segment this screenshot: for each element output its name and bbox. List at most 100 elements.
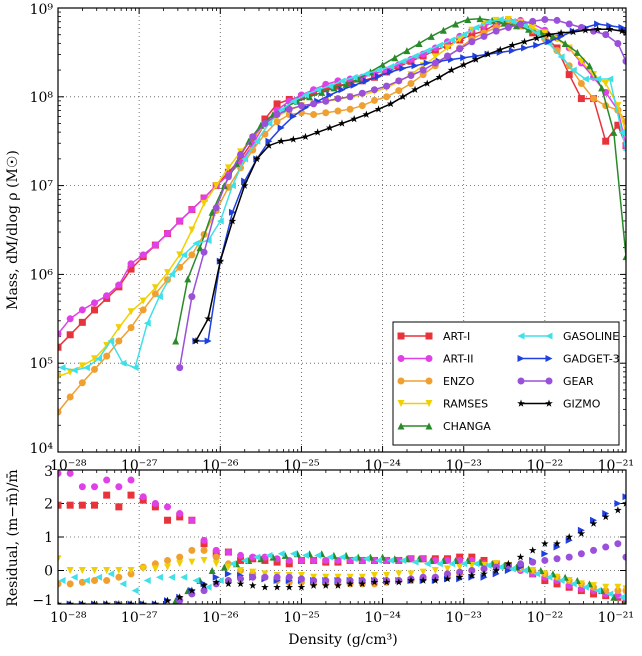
top-data-point-gear bbox=[622, 57, 626, 65]
top-data-point-gadget-3 bbox=[289, 112, 297, 120]
top-data-point-gasoline bbox=[581, 75, 589, 83]
bottom-data-point-changa bbox=[220, 563, 228, 571]
bottom-data-point-gasoline bbox=[82, 577, 90, 585]
top-data-point-art-i bbox=[237, 155, 245, 163]
top-data-point-changa bbox=[452, 20, 460, 28]
top-data-point-changa bbox=[561, 40, 569, 48]
bottom-data-point-gear bbox=[443, 570, 451, 578]
bottom-data-point-gizmo bbox=[370, 578, 379, 586]
top-data-point-gadget-3 bbox=[545, 38, 553, 46]
bottom-data-point-ramses bbox=[590, 582, 598, 590]
top-data-point-gear bbox=[176, 364, 184, 372]
bottom-data-point-gizmo bbox=[236, 579, 245, 588]
top-data-point-enzo bbox=[91, 365, 99, 373]
bottom-y-tick-label: −1 bbox=[32, 593, 53, 609]
bottom-data-point-gear bbox=[456, 568, 464, 576]
top-data-point-art-i bbox=[66, 331, 74, 339]
bottom-data-point-gear bbox=[237, 575, 245, 583]
bottom-data-point-gear bbox=[297, 575, 305, 583]
legend-marker-enzo bbox=[397, 377, 405, 385]
top-data-point-gadget-3 bbox=[423, 59, 431, 67]
bottom-data-point-gasoline bbox=[95, 573, 103, 581]
top-data-point-changa bbox=[622, 253, 626, 261]
top-data-point-changa bbox=[245, 137, 253, 145]
bottom-series-gizmo bbox=[58, 499, 626, 604]
top-data-point-gadget-3 bbox=[399, 64, 407, 72]
top-data-point-gizmo bbox=[484, 50, 492, 58]
bottom-data-point-gasoline bbox=[241, 556, 249, 564]
top-data-point-art-i bbox=[602, 137, 610, 145]
bottom-data-point-gasoline bbox=[192, 577, 200, 585]
top-data-point-changa bbox=[573, 48, 581, 56]
top-data-point-changa bbox=[427, 32, 435, 40]
top-data-point-ramses bbox=[602, 79, 610, 87]
top-data-point-gasoline bbox=[338, 77, 346, 85]
top-data-point-gizmo bbox=[508, 41, 517, 49]
bottom-data-point-ramses bbox=[115, 567, 123, 574]
top-data-point-ramses bbox=[212, 182, 220, 190]
bottom-data-point-gasoline bbox=[460, 560, 468, 568]
top-data-point-gear bbox=[443, 52, 451, 60]
top-data-point-gadget-3 bbox=[521, 44, 529, 52]
top-data-point-gadget-3 bbox=[362, 77, 370, 85]
top-data-point-enzo bbox=[151, 290, 159, 298]
bottom-data-point-gasoline bbox=[131, 587, 139, 595]
top-data-point-enzo bbox=[127, 324, 135, 332]
top-data-point-gizmo bbox=[289, 135, 298, 143]
top-data-point-gear bbox=[310, 100, 318, 108]
bottom-data-point-changa bbox=[208, 567, 216, 574]
bottom-data-point-enzo bbox=[164, 556, 172, 564]
top-data-point-changa bbox=[318, 88, 326, 96]
bottom-data-point-gasoline bbox=[216, 577, 224, 585]
bottom-data-point-enzo bbox=[176, 553, 184, 561]
bottom-data-point-art-i bbox=[78, 501, 86, 509]
top-data-point-changa bbox=[464, 16, 472, 24]
top-data-point-gizmo bbox=[520, 37, 529, 45]
legend-entry-ramses: RAMSES bbox=[397, 398, 488, 411]
top-series-gadget-3 bbox=[192, 20, 626, 345]
bottom-data-point-gasoline bbox=[484, 561, 492, 569]
bottom-y-tick-label: 2 bbox=[44, 497, 53, 513]
top-data-point-enzo bbox=[188, 251, 196, 259]
top-data-point-ramses bbox=[127, 308, 135, 316]
top-data-point-gear bbox=[395, 77, 403, 85]
legend-marker-gizmo bbox=[545, 399, 553, 407]
bottom-data-point-gizmo bbox=[431, 576, 440, 584]
top-data-point-gasoline bbox=[314, 86, 322, 94]
top-data-point-gasoline bbox=[228, 182, 236, 190]
top-y-tick-label: 10⁴ bbox=[30, 441, 54, 457]
legend-entry-gizmo: GIZMO bbox=[517, 398, 601, 411]
bottom-data-point-gasoline bbox=[411, 558, 419, 566]
bottom-data-point-gear bbox=[541, 556, 549, 564]
top-data-point-gasoline bbox=[521, 22, 529, 30]
bottom-data-point-gasoline bbox=[533, 570, 541, 578]
top-data bbox=[58, 15, 626, 416]
bottom-data-point-art-ii bbox=[237, 551, 245, 559]
bottom-data-point-gizmo bbox=[480, 569, 488, 578]
bottom-data-point-art-ii bbox=[322, 556, 330, 564]
top-data-point-gasoline bbox=[375, 66, 383, 74]
top-data-point-gadget-3 bbox=[228, 208, 236, 216]
bottom-x-tick-label: 10⁻²⁴ bbox=[364, 610, 401, 626]
top-data-point-gasoline bbox=[216, 217, 224, 225]
bottom-data-point-gadget-3 bbox=[212, 573, 220, 581]
bottom-data-point-gizmo bbox=[334, 581, 342, 589]
top-y-axis-label: Mass, dM/dlog ρ (M☉) bbox=[5, 150, 21, 310]
bottom-data-point-gasoline bbox=[375, 556, 383, 564]
top-data-point-gizmo bbox=[459, 60, 468, 69]
bottom-data-point-gizmo bbox=[285, 583, 294, 591]
bottom-data-point-ramses bbox=[395, 570, 403, 578]
bottom-data-point-gasoline bbox=[448, 560, 456, 568]
bottom-data-point-ramses bbox=[614, 583, 622, 591]
top-data-point-gasoline bbox=[58, 364, 66, 372]
bottom-data-point-gizmo bbox=[528, 546, 537, 554]
top-data-point-gadget-3 bbox=[277, 124, 285, 132]
top-data-point-gasoline bbox=[70, 366, 78, 374]
bottom-data-point-gizmo bbox=[188, 586, 196, 594]
top-series-gasoline bbox=[58, 16, 626, 374]
top-data-point-enzo bbox=[78, 379, 86, 387]
top-data-point-art-ii bbox=[139, 251, 147, 259]
bottom-data-point-gizmo bbox=[541, 539, 549, 547]
bottom-data-point-ramses bbox=[139, 565, 147, 573]
